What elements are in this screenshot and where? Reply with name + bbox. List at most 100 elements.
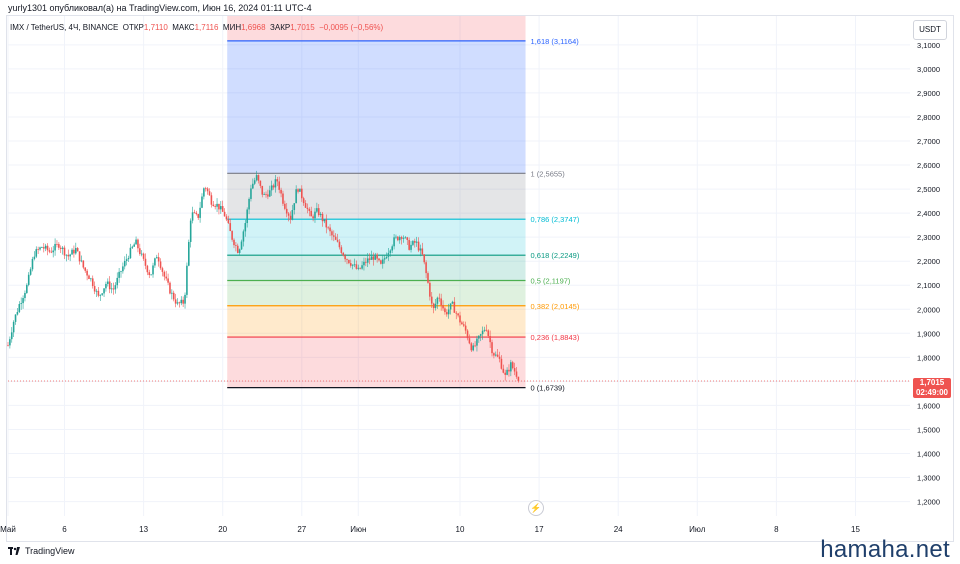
candle-body bbox=[478, 335, 480, 339]
fib-level-label: 0,618 (2,2249) bbox=[531, 251, 580, 260]
price-tick-label: 2,4000 bbox=[917, 209, 940, 218]
candle-body bbox=[280, 189, 282, 194]
candle-body bbox=[105, 283, 107, 289]
candle-body bbox=[274, 179, 277, 188]
candle-body bbox=[444, 308, 446, 313]
candle-body bbox=[432, 303, 435, 309]
candle-body bbox=[515, 371, 518, 377]
currency-button[interactable]: USDT bbox=[913, 20, 947, 40]
candle-body bbox=[402, 237, 405, 239]
candle-body bbox=[291, 209, 294, 220]
bar-countdown: 02:49:00 bbox=[915, 388, 949, 397]
price-tick-label: 2,9000 bbox=[917, 89, 940, 98]
candle-body bbox=[398, 237, 401, 241]
candle-body bbox=[189, 220, 192, 242]
candle-body bbox=[263, 194, 265, 195]
candle-body bbox=[457, 313, 459, 316]
candle-body bbox=[120, 271, 122, 273]
candle-body bbox=[59, 247, 62, 249]
candle-body bbox=[107, 281, 109, 284]
candle-body bbox=[316, 208, 318, 212]
candle-body bbox=[242, 231, 245, 242]
candle-body bbox=[197, 214, 200, 218]
candle-body bbox=[114, 285, 117, 290]
candle-body bbox=[451, 301, 454, 304]
fib-level-label: 1 (2,5655) bbox=[531, 169, 566, 178]
candle-body bbox=[169, 282, 171, 294]
candle-body bbox=[212, 204, 215, 207]
candle-body bbox=[80, 260, 83, 262]
candle-body bbox=[165, 276, 167, 279]
candle-body bbox=[7, 345, 9, 347]
candle-body bbox=[26, 284, 28, 293]
price-tick-label: 1,2000 bbox=[917, 498, 940, 507]
candle-body bbox=[312, 216, 314, 219]
candle-body bbox=[129, 247, 132, 259]
candle-body bbox=[498, 356, 501, 359]
candle-body bbox=[167, 278, 169, 283]
fib-zone bbox=[227, 255, 526, 281]
candle-body bbox=[319, 213, 322, 216]
candle-body bbox=[235, 245, 237, 246]
candle-body bbox=[140, 253, 143, 255]
price-tick-label: 2,2000 bbox=[917, 257, 940, 266]
last-price-tag: 1,7015 02:49:00 bbox=[913, 378, 951, 398]
price-tick-label: 1,8000 bbox=[917, 353, 940, 362]
time-tick-label: 8 bbox=[774, 525, 779, 534]
candle-body bbox=[419, 248, 422, 251]
candle-body bbox=[380, 260, 382, 264]
candle-body bbox=[238, 249, 241, 253]
candle-body bbox=[225, 216, 228, 220]
candle-body bbox=[108, 281, 111, 290]
candle-body bbox=[180, 299, 183, 304]
high-label: МАКС bbox=[172, 23, 195, 32]
candle-body bbox=[510, 362, 512, 372]
candle-body bbox=[338, 241, 341, 248]
candle-body bbox=[35, 249, 38, 257]
candle-body bbox=[323, 219, 326, 222]
candle-body bbox=[91, 278, 94, 287]
candle-body bbox=[118, 271, 120, 278]
candle-body bbox=[404, 237, 407, 239]
candle-body bbox=[408, 240, 410, 250]
chart-frame bbox=[6, 15, 954, 542]
candle-body bbox=[425, 262, 427, 274]
candle-body bbox=[63, 247, 66, 256]
open-label: ОТКР bbox=[122, 23, 144, 32]
candle-body bbox=[329, 227, 331, 232]
candle-body bbox=[470, 343, 473, 351]
close-value: 1,7015 bbox=[290, 23, 315, 32]
price-tick-label: 2,0000 bbox=[917, 305, 940, 314]
candle-body bbox=[430, 296, 433, 304]
candle-body bbox=[44, 245, 47, 249]
candle-body bbox=[376, 254, 378, 259]
candle-body bbox=[50, 251, 53, 253]
candle-body bbox=[71, 249, 73, 255]
candle-body bbox=[406, 237, 409, 241]
candle-body bbox=[253, 180, 256, 184]
candle-body bbox=[46, 245, 49, 251]
candle-body bbox=[299, 188, 301, 192]
candle-body bbox=[52, 250, 54, 253]
candle-body bbox=[508, 369, 510, 372]
candle-body bbox=[436, 297, 439, 304]
tradingview-logo[interactable]: TradingView bbox=[8, 546, 75, 556]
fib-level-label: 0,786 (2,3747) bbox=[531, 215, 580, 224]
candle-body bbox=[427, 273, 429, 283]
bolt-icon[interactable]: ⚡ bbox=[528, 500, 544, 516]
time-tick-label: 27 bbox=[297, 525, 306, 534]
candle-body bbox=[199, 207, 201, 218]
candle-body bbox=[61, 247, 64, 249]
candle-body bbox=[103, 288, 105, 294]
candle-body bbox=[90, 278, 92, 280]
candle-body bbox=[374, 254, 377, 260]
price-tick-label: 3,0000 bbox=[917, 65, 940, 74]
last-price-value: 1,7015 bbox=[919, 378, 945, 387]
symbol-label[interactable]: IMX / TetherUS, 4Ч, BINANCE bbox=[10, 23, 119, 32]
candle-body bbox=[387, 252, 390, 257]
candle-body bbox=[157, 257, 160, 262]
candle-body bbox=[41, 247, 43, 248]
candle-body bbox=[289, 215, 292, 220]
candle-body bbox=[221, 206, 224, 212]
